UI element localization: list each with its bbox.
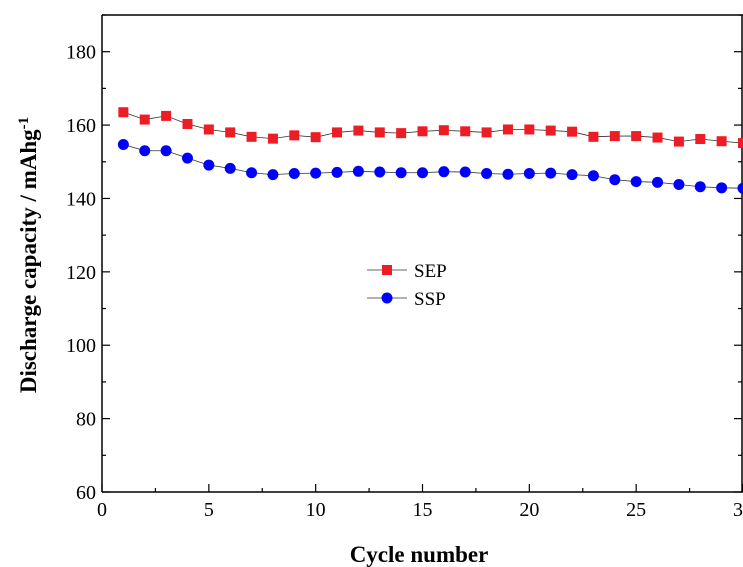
axis-ticks: 0 5 10 15 20 25 30 60 80 100 120 140 160 180 — [66, 14, 743, 521]
data-point-sep — [396, 128, 407, 139]
x-tick-label: 0 — [97, 499, 107, 521]
data-point-ssp — [246, 167, 258, 179]
y-tick-label: 120 — [66, 262, 96, 284]
data-point-ssp — [374, 166, 386, 178]
y-axis-title-superscript: -1 — [16, 117, 32, 130]
data-point-ssp — [737, 182, 743, 194]
data-point-sep — [524, 124, 535, 135]
data-point-ssp — [502, 168, 514, 180]
y-axis-title: Discharge capacity / mAhg-1 — [16, 117, 41, 393]
data-point-ssp — [609, 174, 621, 186]
data-point-sep — [545, 125, 556, 136]
data-point-sep — [289, 130, 300, 141]
data-point-ssp — [545, 167, 557, 179]
data-point-ssp — [267, 169, 279, 181]
data-point-ssp — [181, 152, 193, 164]
data-point-sep — [567, 126, 578, 137]
y-tick-label: 100 — [66, 335, 96, 357]
x-tick-label: 30 — [733, 499, 743, 521]
series-line-sep — [123, 111, 743, 144]
y-tick-label: 140 — [66, 188, 96, 210]
data-point-sep — [310, 132, 321, 143]
data-point-sep — [609, 131, 620, 142]
data-point-ssp — [566, 169, 578, 181]
data-point-sep — [139, 114, 150, 125]
x-tick-label: 10 — [306, 499, 326, 521]
data-point-sep — [481, 127, 492, 138]
legend-marker-ssp — [381, 292, 393, 304]
data-point-ssp — [352, 165, 364, 177]
data-point-sep — [161, 110, 172, 121]
series-line-ssp — [123, 144, 743, 189]
data-point-sep — [738, 138, 743, 149]
data-point-ssp — [438, 166, 450, 178]
y-tick-label: 80 — [76, 409, 96, 431]
y-tick-label: 180 — [66, 42, 96, 64]
data-point-sep — [182, 118, 193, 129]
legend-label-sep: SEP — [414, 261, 447, 282]
data-point-ssp — [288, 168, 300, 180]
data-point-sep — [353, 125, 364, 136]
data-point-ssp — [630, 176, 642, 188]
x-axis-title: Cycle number — [350, 542, 489, 567]
data-point-sep — [502, 124, 513, 135]
data-point-ssp — [203, 159, 215, 171]
series-layer — [117, 107, 743, 194]
data-point-ssp — [117, 139, 129, 151]
data-point-ssp — [160, 145, 172, 157]
data-point-sep — [588, 131, 599, 142]
data-point-sep — [438, 125, 449, 136]
data-point-ssp — [523, 168, 535, 180]
legend: SEP SSP — [367, 261, 447, 310]
data-point-ssp — [652, 176, 664, 188]
legend-label-ssp: SSP — [414, 289, 446, 310]
data-point-ssp — [587, 170, 599, 182]
data-point-ssp — [395, 167, 407, 179]
data-point-sep — [267, 133, 278, 144]
data-point-ssp — [716, 182, 728, 194]
plot-axes — [101, 14, 743, 493]
data-point-sep — [225, 127, 236, 138]
data-point-sep — [631, 131, 642, 142]
data-point-ssp — [481, 168, 493, 180]
data-point-ssp — [224, 162, 236, 174]
data-point-sep — [332, 127, 343, 138]
x-tick-label: 25 — [626, 499, 646, 521]
x-tick-label: 5 — [204, 499, 214, 521]
data-point-ssp — [673, 179, 685, 191]
y-tick-label: 60 — [76, 482, 96, 504]
data-point-ssp — [139, 145, 151, 157]
x-tick-label: 20 — [519, 499, 539, 521]
data-point-ssp — [417, 167, 428, 179]
y-axis-title-main: Discharge capacity / mAhg — [16, 129, 41, 393]
data-point-sep — [695, 134, 706, 145]
data-point-ssp — [331, 166, 343, 178]
data-point-sep — [673, 136, 684, 147]
data-point-sep — [652, 132, 663, 143]
data-point-ssp — [310, 167, 322, 179]
data-point-sep — [417, 126, 428, 137]
data-point-sep — [716, 136, 727, 147]
data-point-sep — [460, 126, 471, 137]
data-point-sep — [203, 124, 214, 135]
x-tick-label: 15 — [413, 499, 433, 521]
data-point-sep — [246, 131, 257, 142]
data-point-ssp — [694, 181, 706, 193]
y-tick-label: 160 — [66, 115, 96, 137]
legend-marker-sep — [382, 265, 392, 275]
data-point-sep — [118, 107, 129, 118]
data-point-ssp — [459, 166, 471, 178]
data-point-sep — [374, 127, 385, 138]
